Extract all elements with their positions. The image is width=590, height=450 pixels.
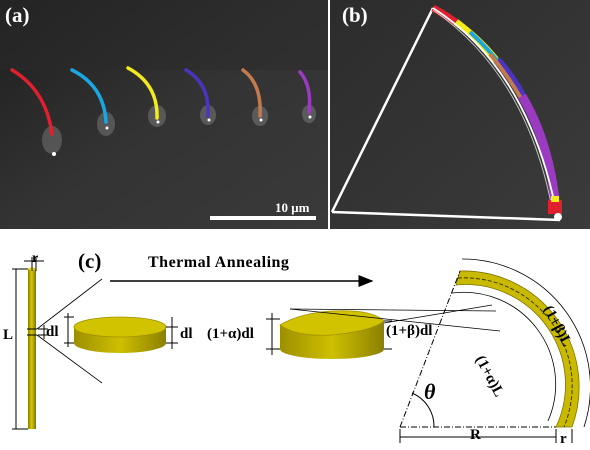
theta-label: θ (424, 379, 436, 404)
disk-dl-label: dl (180, 326, 193, 342)
overlay-purple (518, 93, 560, 201)
schematic-panel-c: (c) Thermal Annealing r L dl dl (1+α)dl … (0, 231, 590, 450)
nanowire-yellow (126, 66, 159, 120)
annealing-schematic (12, 257, 590, 443)
disk-slice (73, 316, 167, 353)
radius-marker (24, 257, 44, 271)
annealed-disk (279, 310, 385, 359)
panel-a-label: (a) (5, 3, 30, 27)
rod-radius-label: r (32, 251, 39, 266)
sem-image-a (0, 0, 328, 229)
scale-bar-label: 10 μm (275, 200, 310, 215)
arc-fit (432, 7, 559, 221)
sem-panel-a: (a) 10 μm (0, 0, 328, 229)
nanowire-purple (298, 70, 312, 114)
arc-radius-label: R (470, 427, 481, 443)
annealing-title: Thermal Annealing (148, 254, 290, 271)
panel-b-label: (b) (342, 3, 368, 27)
length-dimension (12, 268, 28, 430)
rod-length-label: L (3, 327, 14, 343)
nanowire-red (10, 68, 54, 136)
scale-bar (210, 216, 316, 220)
nanowire-brown (241, 68, 262, 118)
nanowire-cyan (70, 68, 108, 124)
panel-c-label: (c) (78, 249, 102, 273)
nanowire-blue (184, 68, 210, 118)
rod-dl-label: dl (46, 324, 59, 340)
angle-triangle (330, 7, 561, 222)
beta-dl-label: (1+β)dl (386, 323, 433, 339)
sem-panel-b: (b) (330, 0, 590, 229)
sem-image-b (330, 0, 590, 229)
alpha-dl-label: (1+α)dl (207, 326, 254, 342)
arc-thickness-label: r (560, 431, 567, 447)
nanowire-rod (27, 267, 37, 429)
